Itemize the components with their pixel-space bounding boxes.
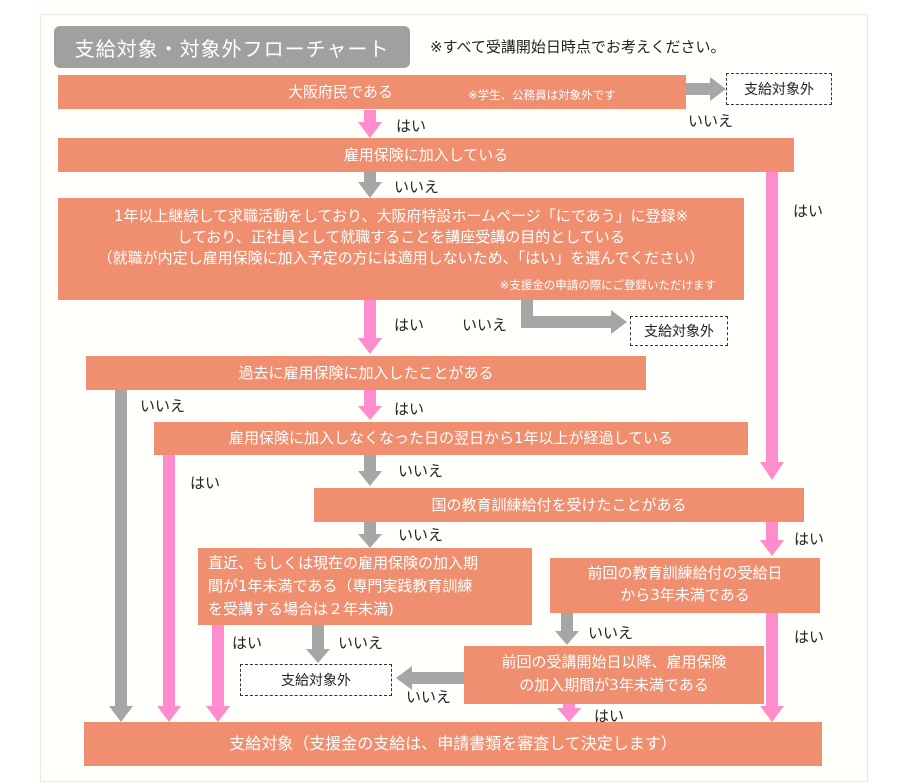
arrow-q3-yes [358, 300, 382, 354]
arrow-q3-no [521, 300, 627, 334]
node-q1-note: ※学生、公務員は対象外です [468, 88, 616, 102]
outcome-excluded-3: 支給対象外 [240, 664, 392, 696]
label-q2-no: いいえ [394, 178, 440, 196]
node-q3: 1年以上継続して求職活動をしており、大阪府特設ホームページ「にであう」に登録※ … [58, 198, 744, 300]
arrow-q9-yes [557, 704, 581, 722]
label-q2-yes: はい [793, 202, 824, 220]
node-q1: 大阪府民である ※学生、公務員は対象外です [58, 75, 686, 109]
label-q3-yes: はい [394, 316, 425, 334]
label-q4-yes: はい [394, 400, 425, 418]
node-q6: 国の教育訓練給付を受けたことがある [314, 488, 804, 522]
arrow-q1-yes [358, 110, 382, 138]
node-q5: 雇用保険に加入しなくなった日の翌日から1年以上が経過している [154, 422, 748, 455]
arrow-q7-yes [206, 625, 230, 722]
arrow-q2-yes [760, 172, 784, 480]
node-q9-line1: 前回の受講開始日以降、雇用保険 [501, 653, 727, 671]
arrow-q4-no [109, 390, 133, 722]
node-q3-line3: （就職が内定し雇用保険に加入予定の方には適用しないため、「はい」を選んでください… [97, 249, 705, 267]
node-q7: 直近、もしくは現在の雇用保険の加入期 間が1年未満である（専門実践教育訓練 を受… [198, 548, 532, 625]
arrow-q7-no [306, 625, 330, 663]
node-q9: 前回の受講開始日以降、雇用保険 の加入期間が3年未満である [464, 646, 764, 704]
arrow-q4-yes [358, 390, 382, 420]
label-q1-yes: はい [396, 117, 427, 135]
node-q2: 雇用保険に加入している [58, 138, 794, 172]
label-q5-no: いいえ [398, 462, 444, 480]
arrow-q5-yes [157, 455, 181, 722]
node-q1-text: 大阪府民である [288, 83, 393, 101]
node-result-text: 支給対象（支援金の支給は、申請書類を審査して決定します） [229, 734, 677, 753]
arrow-q8-no [555, 613, 579, 645]
outcome-excluded-2: 支給対象外 [630, 316, 728, 346]
node-q8-line2: から3年未満である [620, 586, 750, 604]
outcome-excluded-1: 支給対象外 [726, 73, 832, 105]
label-q4-no: いいえ [140, 397, 186, 415]
label-q7-yes: はい [232, 634, 263, 652]
label-q3-no: いいえ [462, 316, 508, 334]
node-q3-note: ※支援金の申請の際にご登録いただけます [499, 278, 716, 292]
node-q3-line2: しており、正社員として就職することを講座受講の目的としている [177, 228, 625, 246]
label-q8-no: いいえ [588, 624, 634, 642]
node-q9-line2: の加入期間が3年未満である [519, 676, 709, 694]
node-q2-text: 雇用保険に加入している [343, 145, 509, 164]
arrow-q8-yes [760, 613, 784, 722]
arrow-q6-yes [760, 522, 784, 556]
arrow-q5-no [358, 455, 382, 486]
node-q4-text: 過去に雇用保険に加入したことがある [238, 363, 494, 382]
arrow-q6-no [358, 522, 382, 548]
node-q7-line3: を受講する場合は２年未満) [208, 600, 394, 618]
label-q5-yes: はい [190, 474, 221, 492]
node-q7-line1: 直近、もしくは現在の雇用保険の加入期 [208, 554, 479, 572]
label-q1-no: いいえ [688, 112, 734, 130]
arrow-q1-no [686, 77, 726, 101]
label-q6-yes: はい [794, 530, 825, 548]
node-q6-text: 国の教育訓練給付を受けたことがある [431, 495, 687, 514]
flowchart-title: 支給対象・対象外フローチャート [54, 26, 410, 68]
node-q8-line1: 前回の教育訓練給付の受給日 [587, 564, 783, 582]
arrow-q9-no [396, 666, 464, 690]
flowchart-note: ※すべて受講開始日時点でお考えください。 [430, 38, 726, 56]
arrow-q2-no [358, 172, 382, 198]
label-q6-no: いいえ [398, 526, 444, 544]
label-q7-no: いいえ [338, 634, 384, 652]
label-q9-yes: はい [594, 707, 625, 725]
node-q8: 前回の教育訓練給付の受給日 から3年未満である [550, 558, 820, 613]
label-q8-yes: はい [794, 628, 825, 646]
node-q5-text: 雇用保険に加入しなくなった日の翌日から1年以上が経過している [228, 429, 674, 448]
node-q7-line2: 間が1年未満である（専門実践教育訓練 [208, 577, 473, 595]
node-q4: 過去に雇用保険に加入したことがある [86, 356, 646, 390]
node-result: 支給対象（支援金の支給は、申請書類を審査して決定します） [84, 722, 822, 766]
node-q3-line1: 1年以上継続して求職活動をしており、大阪府特設ホームページ「にであう」に登録※ [113, 207, 689, 225]
label-q9-no: いいえ [406, 688, 452, 706]
